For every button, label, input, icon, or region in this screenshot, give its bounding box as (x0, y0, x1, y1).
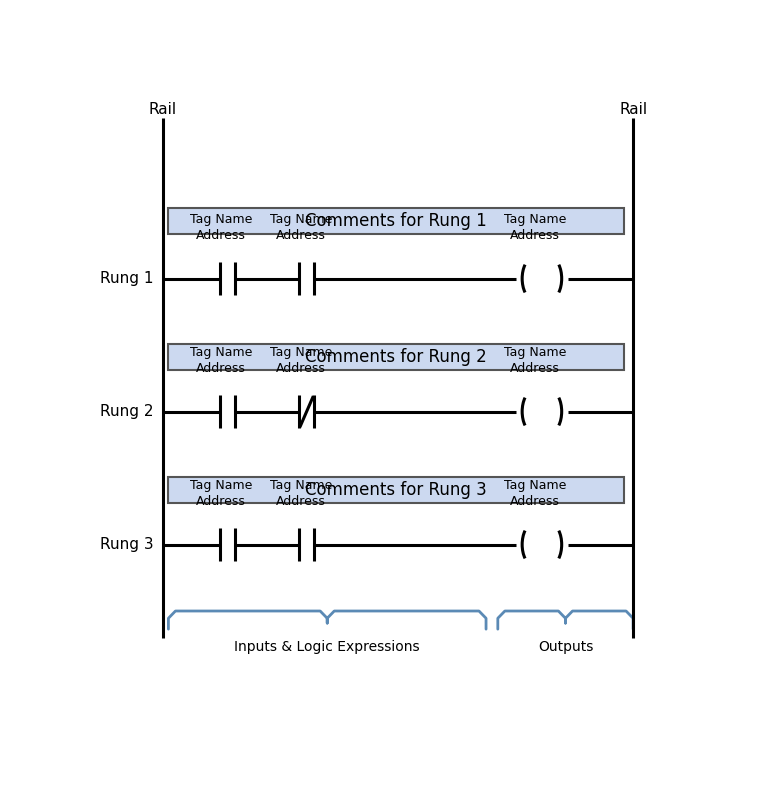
Text: Comments for Rung 3: Comments for Rung 3 (305, 481, 487, 499)
FancyBboxPatch shape (168, 477, 625, 503)
FancyBboxPatch shape (168, 209, 625, 234)
Text: Outputs: Outputs (538, 640, 593, 654)
Text: Tag Name
Address: Tag Name Address (504, 346, 566, 375)
Text: Tag Name
Address: Tag Name Address (269, 346, 332, 375)
Text: Rung 1: Rung 1 (100, 271, 153, 286)
Text: Tag Name
Address: Tag Name Address (269, 214, 332, 243)
Text: Rail: Rail (619, 101, 647, 116)
Text: Rail: Rail (149, 101, 177, 116)
Text: Tag Name
Address: Tag Name Address (191, 480, 253, 508)
Text: Tag Name
Address: Tag Name Address (504, 214, 566, 243)
Text: Comments for Rung 2: Comments for Rung 2 (305, 348, 487, 366)
Text: Inputs & Logic Expressions: Inputs & Logic Expressions (235, 640, 420, 654)
Text: Tag Name
Address: Tag Name Address (191, 346, 253, 375)
Text: Comments for Rung 1: Comments for Rung 1 (305, 212, 487, 230)
Text: Rung 2: Rung 2 (100, 404, 153, 419)
Text: Tag Name
Address: Tag Name Address (191, 214, 253, 243)
Text: Tag Name
Address: Tag Name Address (504, 480, 566, 508)
Text: Tag Name
Address: Tag Name Address (269, 480, 332, 508)
FancyBboxPatch shape (168, 345, 625, 370)
Text: Rung 3: Rung 3 (100, 537, 153, 552)
